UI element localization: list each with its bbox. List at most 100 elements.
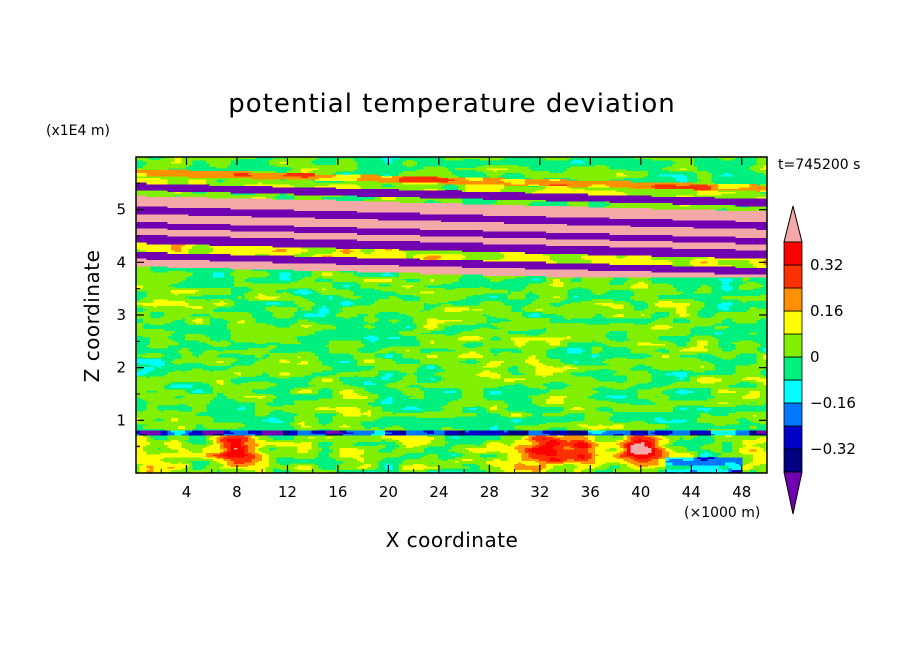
- contour-cell: [209, 444, 221, 447]
- contour-cell: [490, 390, 501, 393]
- contour-cell: [328, 447, 340, 450]
- contour-cell: [136, 376, 147, 379]
- contour-cell: [700, 286, 712, 289]
- contour-cell: [339, 463, 365, 466]
- contour-cell: [269, 417, 277, 420]
- contour-cell: [756, 158, 768, 161]
- contour-cell: [528, 315, 540, 317]
- contour-cell: [363, 337, 379, 340]
- contour-cell: [665, 469, 691, 472]
- contour-cell: [465, 454, 480, 457]
- contour-cell: [136, 311, 151, 314]
- contour-cell: [304, 315, 326, 317]
- contour-cell: [752, 169, 768, 172]
- contour-cell: [759, 376, 768, 379]
- contour-cell: [202, 424, 246, 426]
- contour-cell: [293, 427, 365, 430]
- contour-cell: [325, 430, 340, 433]
- contour-cell: [311, 378, 323, 381]
- contour-cell: [419, 340, 431, 343]
- x-tick-label: 16: [328, 483, 347, 501]
- contour-cell: [311, 425, 340, 428]
- contour-cell: [227, 460, 235, 463]
- contour-cell: [493, 405, 498, 408]
- contour-cell: [763, 449, 768, 452]
- contour-cell: [493, 324, 656, 327]
- contour-cell: [647, 286, 673, 289]
- contour-cell: [398, 444, 407, 447]
- contour-cell: [745, 444, 754, 447]
- contour-cell: [136, 433, 140, 436]
- contour-cell: [612, 408, 673, 411]
- contour-cell: [563, 400, 610, 403]
- contour-cell: [139, 433, 147, 436]
- contour-cell: [714, 354, 736, 357]
- contour-cell: [248, 299, 309, 302]
- contour-cell: [609, 262, 673, 265]
- contour-cell: [258, 452, 267, 455]
- contour-cell: [430, 378, 435, 381]
- contour-cell: [332, 428, 407, 431]
- contour-cell: [255, 405, 270, 408]
- contour-cell: [136, 218, 379, 221]
- contour-cell: [469, 408, 477, 411]
- contour-cell: [395, 291, 421, 294]
- contour-cell: [230, 447, 235, 450]
- contour-cell: [370, 303, 424, 306]
- contour-cell: [672, 175, 687, 178]
- contour-cell: [654, 303, 691, 306]
- contour-cell: [150, 338, 172, 341]
- contour-cell: [136, 267, 151, 270]
- contour-cell: [293, 209, 715, 212]
- contour-cell: [311, 446, 319, 449]
- contour-cell: [136, 450, 147, 453]
- contour-cell: [384, 439, 400, 442]
- contour-cell: [255, 406, 319, 409]
- contour-cell: [146, 250, 175, 253]
- contour-cell: [693, 457, 698, 460]
- contour-cell: [567, 185, 589, 188]
- contour-cell: [511, 444, 519, 447]
- contour-cell: [279, 272, 291, 275]
- contour-cell: [528, 452, 537, 455]
- contour-cell: [455, 288, 491, 291]
- contour-cell: [595, 450, 621, 453]
- contour-cell: [710, 390, 719, 393]
- contour-cell: [304, 424, 323, 426]
- contour-cell: [525, 378, 596, 381]
- contour-cell: [146, 194, 175, 197]
- contour-cell: [700, 376, 715, 379]
- contour-cell: [423, 463, 463, 466]
- contour-cell: [146, 294, 204, 297]
- contour-cell: [234, 461, 246, 464]
- contour-cell: [234, 447, 239, 450]
- contour-cell: [609, 204, 680, 207]
- contour-cell: [623, 433, 631, 436]
- contour-cell: [752, 457, 768, 460]
- contour-cell: [640, 441, 645, 444]
- contour-cell: [440, 303, 452, 306]
- contour-cell: [500, 450, 519, 453]
- contour-cell: [490, 428, 498, 431]
- contour-cell: [528, 284, 554, 287]
- contour-cell: [742, 397, 757, 400]
- contour-cell: [525, 174, 617, 177]
- contour-cell: [381, 401, 393, 404]
- contour-cell: [721, 308, 729, 311]
- contour-cell: [335, 406, 358, 409]
- contour-cell: [384, 354, 393, 357]
- contour-cell: [398, 463, 414, 466]
- contour-cell: [458, 387, 484, 390]
- contour-cell: [651, 365, 701, 368]
- contour-cell: [234, 365, 330, 368]
- contour-cell: [139, 362, 165, 365]
- contour-cell: [455, 349, 491, 352]
- contour-cell: [255, 455, 263, 458]
- contour-cell: [293, 196, 323, 199]
- contour-cell: [363, 324, 372, 327]
- contour-cell: [143, 284, 168, 287]
- contour-cell: [195, 389, 203, 392]
- contour-cell: [258, 442, 312, 445]
- contour-cell: [192, 409, 207, 412]
- contour-cell: [423, 386, 498, 389]
